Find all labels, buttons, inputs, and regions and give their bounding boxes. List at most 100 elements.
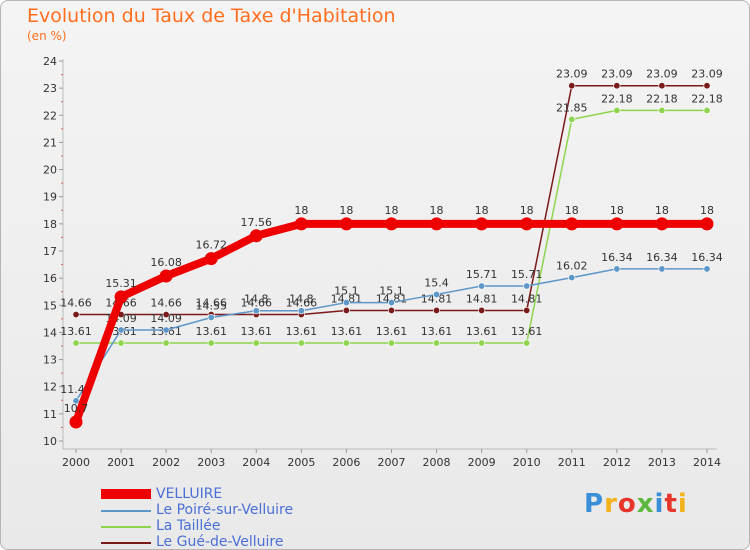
x-tick-label: 2000: [62, 456, 90, 469]
x-tick-label: 2003: [197, 456, 225, 469]
data-label-la-taillee: 13.61: [60, 325, 92, 338]
data-point-le-gue-de-velluire: [342, 306, 350, 314]
data-point-le-poire-sur-velluire: [117, 326, 125, 334]
data-label-la-taillee: 13.61: [511, 325, 543, 338]
y-tick-label: 11: [43, 408, 57, 421]
data-label-le-gue-de-velluire: 14.66: [241, 297, 273, 310]
x-tick-label: 2005: [287, 456, 315, 469]
data-label-le-poire-sur-velluire: 16.34: [691, 251, 723, 264]
data-point-le-poire-sur-velluire: [658, 265, 666, 273]
data-point-le-poire-sur-velluire: [207, 313, 215, 321]
data-point-la-taillee: [568, 115, 576, 123]
data-point-le-poire-sur-velluire: [433, 290, 441, 298]
data-label-la-taillee: 22.18: [691, 92, 723, 105]
data-point-la-taillee: [207, 339, 215, 347]
data-point-le-poire-sur-velluire: [478, 282, 486, 290]
data-label-le-gue-de-velluire: 23.09: [646, 68, 678, 81]
data-label-velluire: 16.72: [195, 239, 227, 252]
y-tick-label: 14: [43, 326, 57, 339]
data-label-le-gue-de-velluire: 14.81: [466, 292, 498, 305]
data-label-la-taillee: 21.85: [556, 101, 588, 114]
data-point-le-poire-sur-velluire: [703, 265, 711, 273]
y-tick-label: 12: [43, 381, 57, 394]
data-point-le-gue-de-velluire: [523, 306, 531, 314]
data-point-velluire: [159, 269, 173, 283]
data-point-velluire: [114, 290, 128, 304]
y-tick-label: 15: [43, 299, 57, 312]
data-label-velluire: 18: [700, 204, 714, 217]
data-point-la-taillee: [478, 339, 486, 347]
x-tick-label: 2014: [693, 456, 721, 469]
data-point-velluire: [565, 217, 579, 231]
x-tick-label: 2013: [648, 456, 676, 469]
data-point-le-gue-de-velluire: [72, 311, 80, 319]
data-label-velluire: 16.08: [150, 256, 182, 269]
data-label-la-taillee: 13.61: [331, 325, 363, 338]
y-tick-label: 18: [43, 218, 57, 231]
proxiti-logo: Proxiti: [584, 489, 688, 519]
x-tick-label: 2002: [152, 456, 180, 469]
data-point-le-gue-de-velluire: [568, 82, 576, 90]
data-point-la-taillee: [387, 339, 395, 347]
logo-letter: t: [664, 489, 678, 519]
y-tick-label: 20: [43, 164, 57, 177]
data-point-la-taillee: [613, 106, 621, 114]
data-point-velluire: [69, 415, 83, 429]
data-point-velluire: [294, 217, 308, 231]
data-label-la-taillee: 13.61: [241, 325, 273, 338]
data-label-le-poire-sur-velluire: 14.8: [244, 293, 269, 306]
data-label-velluire: 18: [294, 204, 308, 217]
data-label-velluire: 17.56: [241, 216, 273, 229]
data-label-velluire: 18: [610, 204, 624, 217]
data-point-le-gue-de-velluire: [478, 306, 486, 314]
x-tick-label: 2012: [603, 456, 631, 469]
data-label-le-poire-sur-velluire: 14.09: [150, 312, 182, 325]
data-label-le-gue-de-velluire: 23.09: [691, 68, 723, 81]
data-point-velluire: [339, 217, 353, 231]
y-tick-label: 22: [43, 109, 57, 122]
data-point-le-poire-sur-velluire: [162, 326, 170, 334]
data-label-le-gue-de-velluire: 14.81: [511, 292, 543, 305]
data-point-velluire: [655, 217, 669, 231]
data-point-le-gue-de-velluire: [703, 82, 711, 90]
x-tick-label: 2011: [558, 456, 586, 469]
data-label-le-gue-de-velluire: 14.66: [60, 297, 92, 310]
legend-label: VELLUIRE: [156, 486, 223, 502]
legend-swatch: [101, 542, 151, 544]
data-label-velluire: 18: [430, 204, 444, 217]
data-point-velluire: [610, 217, 624, 231]
data-label-la-taillee: 13.61: [421, 325, 453, 338]
data-point-la-taillee: [252, 339, 260, 347]
data-point-la-taillee: [523, 339, 531, 347]
data-point-velluire: [475, 217, 489, 231]
y-tick-label: 23: [43, 82, 57, 95]
chart-title: Evolution du Taux de Taxe d'Habitation: [27, 5, 396, 27]
x-tick-label: 2010: [513, 456, 541, 469]
legend-swatch: [101, 489, 151, 499]
y-tick-label: 17: [43, 245, 57, 258]
data-label-velluire: 15.31: [105, 277, 137, 290]
data-label-velluire: 10.7: [64, 402, 89, 415]
data-point-la-taillee: [703, 106, 711, 114]
y-tick-label: 24: [43, 55, 57, 68]
data-label-le-gue-de-velluire: 23.09: [556, 68, 588, 81]
logo-letter: i: [654, 489, 665, 519]
data-label-velluire: 18: [384, 204, 398, 217]
data-point-la-taillee: [658, 106, 666, 114]
data-point-le-poire-sur-velluire: [72, 397, 80, 405]
x-tick-label: 2009: [468, 456, 496, 469]
legend-swatch: [101, 510, 151, 512]
data-label-la-taillee: 13.61: [286, 325, 318, 338]
data-point-la-taillee: [433, 339, 441, 347]
data-point-le-poire-sur-velluire: [387, 299, 395, 307]
data-label-le-poire-sur-velluire: 15.1: [379, 285, 404, 298]
data-point-velluire: [430, 217, 444, 231]
data-point-le-poire-sur-velluire: [342, 299, 350, 307]
data-label-le-poire-sur-velluire: 15.1: [334, 285, 359, 298]
data-point-velluire: [249, 229, 263, 243]
data-label-velluire: 18: [655, 204, 669, 217]
data-point-le-gue-de-velluire: [433, 306, 441, 314]
data-point-le-poire-sur-velluire: [252, 307, 260, 315]
data-label-le-gue-de-velluire: 14.66: [195, 297, 227, 310]
